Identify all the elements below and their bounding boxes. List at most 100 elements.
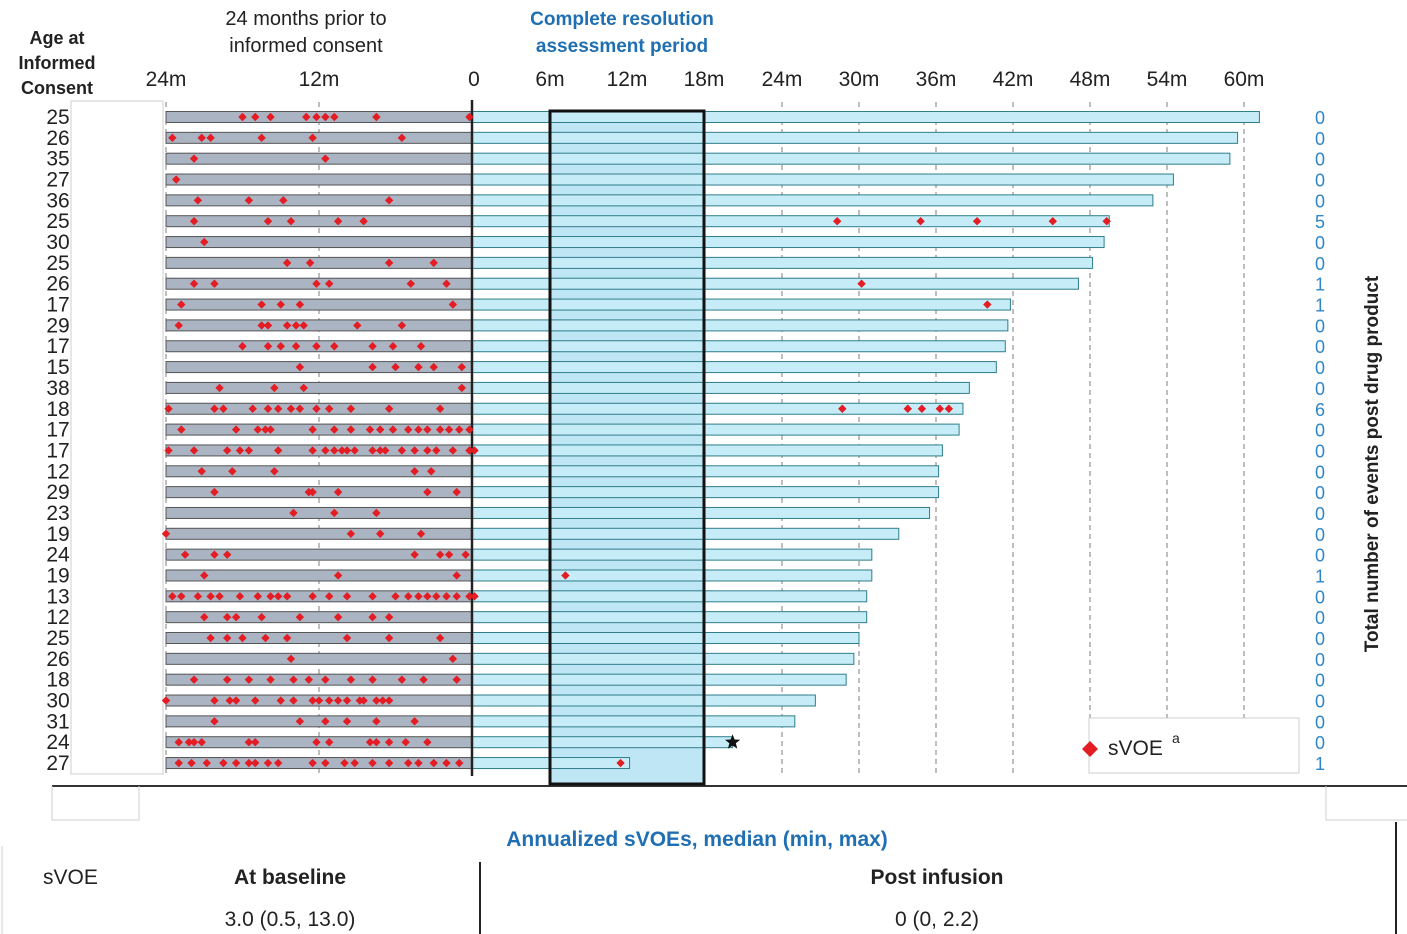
sVOE-marker-pre [244,446,254,455]
sVOE-marker-pre [228,467,237,476]
sVOE-marker-pre [442,592,451,601]
post-event-total: 0 [1315,629,1325,649]
sVOE-marker-pre [266,592,275,601]
background-layer [51,100,1407,821]
sVOE-marker-pre [244,758,254,768]
sVOE-marker-pre [291,321,301,330]
sVOE-marker-pre [325,404,334,413]
patient-age: 19 [46,523,69,546]
post-bar [471,402,964,415]
patient-age: 25 [46,252,69,275]
pre-bar [165,152,473,165]
sVOE-marker-pre [257,321,266,330]
post-tick-label: 60m [1224,68,1265,91]
sVOE-marker-pre [448,300,458,309]
sVOE-marker-pre [274,404,283,413]
sVOE-marker-pre [372,696,381,705]
text-layer: Age at Informed Consent 24 months prior to i… [18,8,1383,775]
sVOE-marker-post [944,404,954,413]
sVOE-marker-pre [244,738,254,747]
sVOE-marker-pre [263,217,273,226]
pre-bar [165,319,473,332]
sVOE-marker-pre [372,508,381,518]
sVOE-marker-pre [289,675,298,684]
post-bar [471,673,847,686]
patient-age: 35 [46,148,69,171]
sVOE-marker-pre [346,529,356,538]
sVOE-marker-pre [416,342,426,351]
sVOE-marker-pre [452,675,461,684]
sVOE-marker-pre [342,592,352,601]
sVOE-marker-pre [404,758,413,768]
legend-box [1088,717,1300,774]
pre-bar [165,298,473,311]
sVOE-marker-pre [350,446,359,455]
patient-age: 27 [46,169,69,192]
sVOE-marker-pre [189,738,199,747]
gridline-layer [165,102,1245,774]
sVOE-marker-post [935,404,945,413]
age-header-line: Informed [18,53,95,73]
sVOE-marker-pre [263,404,273,413]
post-event-total: 1 [1315,296,1325,316]
sVOE-marker-pre [465,592,474,601]
pre-tick-label: 12m [299,68,340,91]
sVOE-marker-pre [397,133,407,143]
post-event-total: 0 [1315,587,1325,607]
post-bar [471,569,873,582]
post-event-total: 0 [1315,671,1325,691]
sVOE-marker-pre [251,112,260,122]
sVOE-marker-pre [215,592,224,601]
sVOE-marker-pre [235,592,245,601]
sVOE-marker-pre [210,279,219,288]
sVOE-marker-pre [455,425,464,434]
sVOE-marker-pre [321,446,330,455]
table-title: Annualized sVOEs, median (min, max) [506,828,888,851]
sVOE-marker-pre [388,342,398,351]
sVOE-marker-pre [225,696,234,705]
patient-age: 19 [46,564,69,587]
sVOE-marker-pre [444,550,454,559]
sVOE-marker-pre [321,675,330,684]
sVOE-marker-pre [291,342,301,351]
sVOE-marker-pre [376,446,385,455]
post-bar [471,340,1006,353]
pre-tick-label: 24m [146,68,187,91]
pre-bar [165,527,473,540]
sVOE-marker-pre [330,446,339,455]
sVOE-marker-pre [455,758,464,768]
sVOE-marker-pre [410,446,419,455]
sVOE-marker-pre [180,550,190,559]
patient-age: 29 [46,314,69,337]
sVOE-marker-pre [251,696,260,705]
sVOE-marker-pre [189,217,199,226]
sVOE-marker-pre [452,592,461,601]
sVOE-marker-pre [346,425,356,434]
sVOE-marker-pre [210,487,219,497]
sVOE-marker-pre [391,362,400,372]
post-bar [471,444,943,457]
sVOE-marker-pre [308,425,317,434]
sVOE-marker-pre [419,675,428,684]
post-bar [471,215,1110,228]
post-event-total: 0 [1315,358,1325,378]
sVOE-marker-pre [465,446,474,455]
patient-age: 36 [46,189,69,212]
sVOE-marker-pre [429,362,438,372]
sVOE-marker-pre [231,425,241,434]
sVOE-marker-pre [202,758,211,768]
sVOE-marker-pre [435,425,445,434]
patient-age: 27 [46,752,69,775]
sVOE-marker-post [857,279,866,288]
sVOE-marker-pre [206,633,215,643]
sVOE-marker-pre [432,446,441,455]
table-col-post: Post infusion [871,866,1004,889]
post-tick-label: 42m [993,68,1034,91]
sVOE-marker-pre [174,738,183,747]
sVOE-marker-pre [423,592,432,601]
sVOE-marker-pre [270,467,279,476]
sVOE-marker-pre [238,633,247,643]
sVOE-marker-pre [312,342,321,351]
post-event-total: 1 [1315,275,1325,295]
sVOE-marker-pre [276,696,285,705]
